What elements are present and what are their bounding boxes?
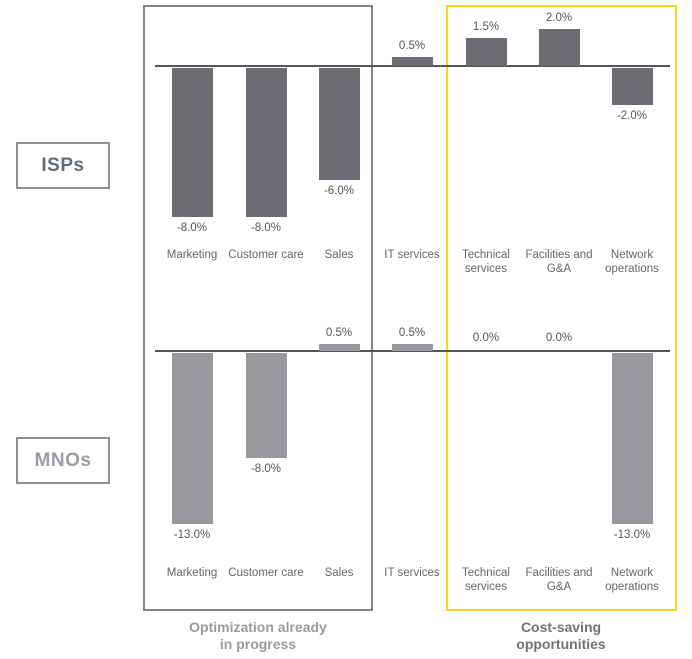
bar-isps-customer-care: [246, 68, 287, 217]
optimization-group-box: [143, 5, 373, 611]
caption-line: opportunities: [516, 636, 606, 652]
value-label-mnos-marketing: -13.0%: [173, 529, 211, 541]
bar-isps-technical-services: [466, 38, 507, 66]
value-label-mnos-it-services: 0.5%: [398, 327, 426, 339]
bar-mnos-customer-care: [246, 353, 287, 458]
bar-isps-it-services: [392, 57, 433, 66]
bar-mnos-it-services: [392, 344, 433, 351]
cost-saving-group-box: [446, 5, 677, 611]
bar-mnos-network-operations: [612, 353, 653, 524]
isps-row-label-text: ISPs: [41, 154, 85, 176]
value-label-isps-technical-services: 1.5%: [472, 21, 500, 33]
caption-line: in progress: [219, 636, 297, 652]
value-label-isps-customer-care: -8.0%: [250, 222, 282, 234]
category-label-mnos-sales: Sales: [324, 567, 354, 579]
category-label-mnos-it-services: IT services: [384, 567, 440, 579]
bar-isps-facilities-and-g-a: [539, 29, 580, 66]
category-label-isps-facilities-and-g-a: Facilities and G&A: [525, 249, 593, 275]
caption-line: Cost-saving: [520, 619, 602, 635]
category-label-isps-customer-care: Customer care: [228, 249, 304, 261]
category-label-isps-network-operations: Network operations: [605, 249, 659, 275]
mnos-row-label-text: MNOs: [34, 449, 92, 471]
category-label-mnos-facilities-and-g-a: Facilities and G&A: [525, 567, 593, 593]
value-label-mnos-network-operations: -13.0%: [613, 529, 651, 541]
isps-zero-axis: [155, 65, 670, 67]
value-label-isps-sales: -6.0%: [323, 185, 355, 197]
category-label-isps-technical-services: Technical services: [462, 249, 510, 275]
mnos-zero-axis: [155, 350, 670, 352]
category-label-mnos-network-operations: Network operations: [605, 567, 659, 593]
category-label-mnos-customer-care: Customer care: [228, 567, 304, 579]
optimization-caption: Optimization already in progress: [143, 619, 373, 653]
value-label-mnos-technical-services: 0.0%: [472, 332, 500, 344]
value-label-mnos-customer-care: -8.0%: [250, 463, 282, 475]
value-label-isps-marketing: -8.0%: [176, 222, 208, 234]
bar-isps-network-operations: [612, 68, 653, 105]
value-label-isps-facilities-and-g-a: 2.0%: [545, 12, 573, 24]
bar-isps-sales: [319, 68, 360, 180]
bar-mnos-sales: [319, 344, 360, 351]
bar-mnos-marketing: [172, 353, 213, 524]
category-label-isps-it-services: IT services: [384, 249, 440, 261]
mnos-row-label: MNOs: [16, 437, 110, 484]
bar-isps-marketing: [172, 68, 213, 217]
category-label-mnos-technical-services: Technical services: [462, 567, 510, 593]
cost-saving-caption: Cost-saving opportunities: [446, 619, 676, 653]
value-label-isps-network-operations: -2.0%: [616, 110, 648, 122]
value-label-mnos-sales: 0.5%: [325, 327, 353, 339]
category-label-mnos-marketing: Marketing: [166, 567, 218, 579]
caption-line: Optimization already: [189, 619, 327, 635]
category-label-isps-sales: Sales: [324, 249, 354, 261]
value-label-mnos-facilities-and-g-a: 0.0%: [545, 332, 573, 344]
value-label-isps-it-services: 0.5%: [398, 40, 426, 52]
category-label-isps-marketing: Marketing: [166, 249, 218, 261]
isps-row-label: ISPs: [16, 142, 110, 189]
